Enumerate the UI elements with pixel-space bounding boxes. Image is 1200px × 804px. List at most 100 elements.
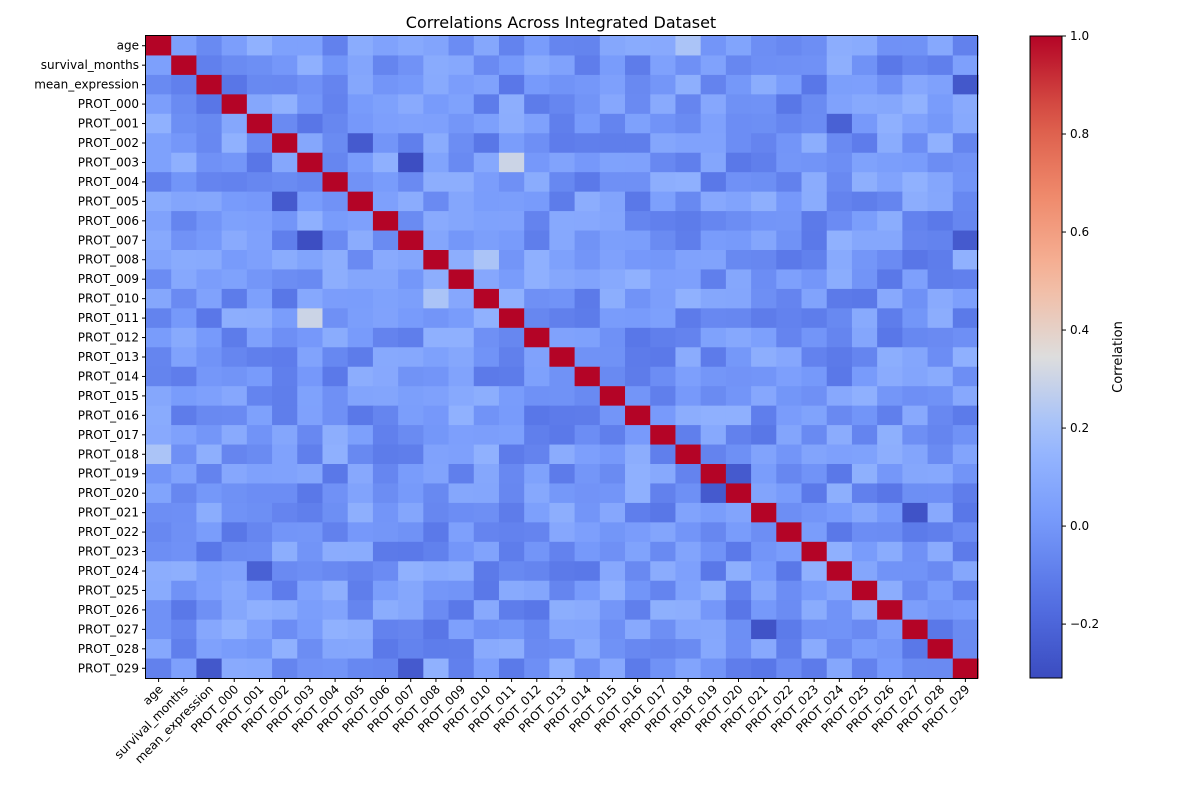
heatmap-cell xyxy=(751,74,777,95)
heatmap-cell xyxy=(675,36,702,57)
heatmap-cell xyxy=(801,288,828,309)
heatmap-cell xyxy=(498,658,525,679)
heatmap-cell xyxy=(952,347,979,368)
heatmap-cell xyxy=(272,541,298,562)
heatmap-cell xyxy=(549,152,576,173)
heatmap-cell xyxy=(221,619,248,640)
heatmap-cell xyxy=(675,561,702,582)
heatmap-cell xyxy=(599,541,626,562)
heatmap-cell xyxy=(549,522,576,543)
heatmap-cell xyxy=(700,405,727,426)
heatmap-cell xyxy=(599,502,626,523)
heatmap-cell xyxy=(625,191,651,212)
heatmap-cell xyxy=(776,561,803,582)
heatmap-cell xyxy=(473,308,500,329)
heatmap-cell xyxy=(801,113,828,134)
heatmap-cell xyxy=(221,133,248,154)
heatmap-cell xyxy=(297,483,324,504)
heatmap-cell xyxy=(372,55,399,76)
heatmap-cell xyxy=(650,133,677,154)
heatmap-cell xyxy=(751,386,777,407)
heatmap-cell xyxy=(322,541,349,562)
heatmap-cell xyxy=(927,133,954,154)
heatmap-cell xyxy=(700,444,727,465)
heatmap-cell xyxy=(448,230,475,251)
heatmap-cell xyxy=(347,269,374,290)
heatmap-cell xyxy=(372,483,399,504)
heatmap-cell xyxy=(246,74,273,95)
heatmap-cell xyxy=(297,347,324,368)
heatmap-cell xyxy=(801,347,828,368)
heatmap-cell xyxy=(902,541,929,562)
heatmap-cell xyxy=(347,561,374,582)
heatmap-cell xyxy=(650,502,677,523)
heatmap-cell xyxy=(272,366,298,387)
heatmap-cell xyxy=(498,425,525,446)
heatmap-cell xyxy=(246,230,273,251)
heatmap-cell xyxy=(826,94,853,115)
heatmap-cell xyxy=(372,230,399,251)
heatmap-cell xyxy=(599,580,626,601)
heatmap-cell xyxy=(448,113,475,134)
heatmap-cell xyxy=(347,425,374,446)
heatmap-cell xyxy=(448,541,475,562)
heatmap-cell xyxy=(725,211,752,232)
heatmap-cell xyxy=(246,327,273,348)
heatmap-cell xyxy=(196,366,223,387)
heatmap-cell xyxy=(347,658,374,679)
heatmap-cell xyxy=(851,425,878,446)
heatmap-cell xyxy=(751,55,777,76)
heatmap-cell xyxy=(398,327,424,348)
heatmap-cell xyxy=(347,327,374,348)
heatmap-cell xyxy=(196,502,223,523)
heatmap-cells xyxy=(146,36,979,679)
heatmap-cell xyxy=(675,211,702,232)
heatmap-cell xyxy=(650,483,677,504)
heatmap-cell xyxy=(272,36,298,57)
heatmap-cell xyxy=(448,94,475,115)
heatmap-cell xyxy=(700,211,727,232)
heatmap-cell xyxy=(675,133,702,154)
heatmap-cell xyxy=(171,580,198,601)
heatmap-cell xyxy=(851,94,878,115)
heatmap-cell xyxy=(625,211,651,232)
heatmap-cell xyxy=(498,133,525,154)
heatmap-cell xyxy=(473,55,500,76)
heatmap-cell xyxy=(347,308,374,329)
y-tick-label: PROT_000 xyxy=(78,97,139,111)
heatmap-cell xyxy=(751,580,777,601)
y-tick-label: mean_expression xyxy=(34,78,139,92)
heatmap-cell xyxy=(146,152,172,173)
heatmap-cell xyxy=(372,250,399,271)
heatmap-cell xyxy=(322,522,349,543)
heatmap-cell xyxy=(423,658,450,679)
y-tick-label: PROT_009 xyxy=(78,272,139,286)
heatmap-cell xyxy=(700,541,727,562)
heatmap-cell xyxy=(398,113,424,134)
heatmap-cell xyxy=(448,425,475,446)
heatmap-cell xyxy=(599,639,626,660)
heatmap-cell xyxy=(650,36,677,57)
heatmap-cell xyxy=(574,172,601,193)
heatmap-cell xyxy=(751,250,777,271)
heatmap-cell xyxy=(927,55,954,76)
heatmap-cell xyxy=(448,308,475,329)
heatmap-cell xyxy=(650,308,677,329)
heatmap-cell xyxy=(599,55,626,76)
heatmap-cell xyxy=(473,619,500,640)
heatmap-cell xyxy=(801,250,828,271)
heatmap-cell xyxy=(574,327,601,348)
heatmap-cell xyxy=(196,113,223,134)
heatmap-cell xyxy=(347,55,374,76)
heatmap-cell xyxy=(826,386,853,407)
heatmap-cell xyxy=(498,55,525,76)
heatmap-cell xyxy=(927,172,954,193)
heatmap-cell xyxy=(473,269,500,290)
heatmap-cell xyxy=(372,288,399,309)
heatmap-cell xyxy=(927,94,954,115)
heatmap-cell xyxy=(650,327,677,348)
colorbar-tick-label: 1.0 xyxy=(1070,29,1089,43)
heatmap-cell xyxy=(246,133,273,154)
heatmap-cell xyxy=(423,113,450,134)
